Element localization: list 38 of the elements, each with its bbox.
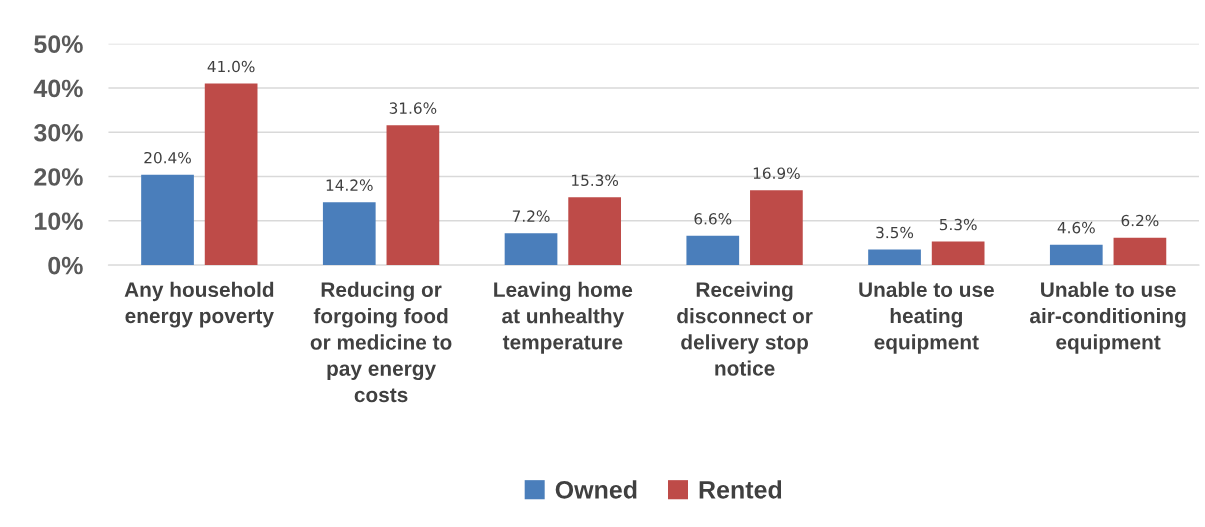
data-label: 4.6% bbox=[1057, 221, 1095, 234]
x-tick-label: Leaving home at unhealthy temperature bbox=[494, 281, 633, 354]
data-label: 7.2% bbox=[512, 210, 550, 222]
data-label: 14.2% bbox=[326, 179, 373, 191]
bar bbox=[386, 125, 440, 266]
x-tick-label: Receiving disconnect or delivery stop notice bbox=[677, 281, 813, 376]
data-label: 41.0% bbox=[207, 60, 255, 73]
bar bbox=[868, 249, 921, 266]
data-label: 15.3% bbox=[572, 174, 619, 187]
y-tick-label: 50% bbox=[34, 35, 83, 54]
bar bbox=[322, 202, 376, 266]
bar bbox=[1049, 244, 1103, 266]
data-label: 5.3% bbox=[939, 218, 977, 231]
bar bbox=[204, 83, 258, 266]
x-tick-label: Unable to use air-conditioning equipment bbox=[1030, 281, 1186, 354]
y-tick-label: 30% bbox=[33, 123, 83, 142]
bar bbox=[686, 235, 740, 266]
bar bbox=[141, 174, 194, 266]
x-tick-label: Unable to use heating equipment bbox=[859, 281, 994, 354]
y-tick-label: 20% bbox=[34, 168, 83, 186]
data-label: 6.2% bbox=[1121, 214, 1159, 227]
data-label: 3.5% bbox=[876, 226, 914, 239]
bar bbox=[750, 190, 803, 266]
data-label: 20.4% bbox=[144, 151, 191, 164]
x-tick-label: Any household energy poverty bbox=[124, 281, 274, 328]
bar bbox=[504, 233, 558, 266]
x-tick-label: Reducing or forgoing food or medicine to pay energy costs bbox=[310, 281, 452, 403]
legend-label: Owned bbox=[555, 480, 637, 499]
data-label: 6.6% bbox=[694, 213, 732, 225]
y-tick-label: 10% bbox=[34, 212, 83, 231]
data-label: 31.6% bbox=[389, 102, 437, 114]
data-label: 16.9% bbox=[753, 167, 800, 179]
y-tick-label: 0% bbox=[48, 256, 83, 275]
bar bbox=[931, 241, 985, 266]
bar bbox=[1113, 237, 1167, 266]
bar bbox=[568, 197, 621, 266]
legend-label: Rented bbox=[699, 480, 782, 499]
y-tick-label: 40% bbox=[33, 79, 83, 98]
